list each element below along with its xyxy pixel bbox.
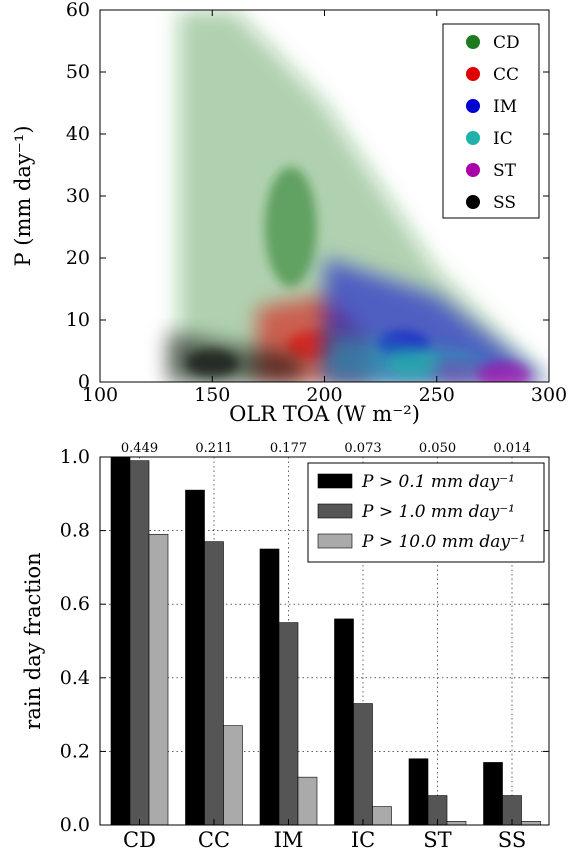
legend-label-im: IM bbox=[493, 97, 517, 117]
legend-label-st: ST bbox=[493, 161, 517, 181]
bar-ss-series-1 bbox=[483, 762, 503, 826]
bar-st-series-3 bbox=[446, 821, 467, 826]
bar-cc-series-3 bbox=[223, 725, 243, 826]
bar-legend: P > 0.1 mm day⁻¹ P > 1.0 mm day⁻¹ P > 10.0… bbox=[307, 462, 545, 563]
scatter-y-tick-label: 50 bbox=[66, 61, 90, 83]
legend-marker-st bbox=[466, 163, 480, 177]
bar-top-fraction-label: 0.014 bbox=[493, 441, 530, 456]
bar-legend-swatch-3 bbox=[317, 533, 353, 549]
bar-st-series-1 bbox=[408, 758, 429, 826]
scatter-y-tick-label: 30 bbox=[66, 185, 90, 207]
bar-top-fraction-label: 0.449 bbox=[121, 441, 158, 456]
bar-y-tick-label: 0.8 bbox=[60, 520, 90, 542]
scatter-y-tick-label: 40 bbox=[66, 123, 90, 145]
legend-marker-im bbox=[466, 99, 480, 113]
scatter-x-tick-label: 100 bbox=[82, 384, 118, 406]
scatter-legend: CD CC IM IC ST SS bbox=[442, 23, 540, 219]
bar-legend-label-1: P > 0.1 mm day⁻¹ bbox=[361, 472, 515, 492]
legend-label-cd: CD bbox=[493, 33, 520, 53]
bar-top-fraction-label: 0.177 bbox=[270, 441, 307, 456]
bar-legend-swatch-1 bbox=[317, 473, 353, 489]
bar-ic-series-3 bbox=[372, 806, 392, 826]
bar-category-label: IM bbox=[274, 828, 304, 852]
bar-cd-series-2 bbox=[129, 460, 150, 826]
density-cloud bbox=[167, 10, 549, 382]
legend-marker-cc bbox=[466, 67, 480, 81]
bar-top-fraction-label: 0.050 bbox=[419, 441, 456, 456]
legend-label-cc: CC bbox=[493, 65, 519, 85]
bar-y-tick-label: 1.0 bbox=[60, 446, 90, 468]
bar-category-label: CD bbox=[123, 828, 156, 852]
scatter-legend-box bbox=[442, 23, 540, 219]
bar-cc-series-1 bbox=[185, 489, 205, 826]
bar-top-fraction-label: 0.073 bbox=[344, 441, 381, 456]
bar-y-tick-label: 0.2 bbox=[60, 740, 90, 762]
legend-label-ss: SS bbox=[493, 193, 516, 213]
scatter-x-tick-label: 150 bbox=[194, 384, 230, 406]
legend-label-ic: IC bbox=[493, 129, 513, 149]
density-core-ic bbox=[388, 349, 441, 378]
bar-y-tick-label: 0.6 bbox=[60, 593, 90, 615]
legend-marker-ic bbox=[466, 131, 480, 145]
density-core-st bbox=[478, 361, 531, 382]
scatter-y-axis-label: P (mm day⁻¹) bbox=[11, 125, 35, 266]
bar-im-series-2 bbox=[278, 622, 299, 826]
scatter-x-tick-label: 250 bbox=[419, 384, 455, 406]
bar-cd-series-3 bbox=[148, 533, 169, 826]
legend-marker-cd bbox=[466, 35, 480, 49]
bar-y-axis-label: rain day fraction bbox=[21, 552, 45, 729]
bar-y-tick-label: 0.0 bbox=[60, 814, 90, 836]
bar-legend-label-3: P > 10.0 mm day⁻¹ bbox=[361, 532, 526, 552]
scatter-y-tick-label: 0 bbox=[78, 371, 90, 393]
scatter-y-tick-label: 10 bbox=[66, 309, 90, 331]
bar-plot-frame bbox=[99, 456, 550, 826]
scatter-panel: 100 150 200 250 300 0 10 20 30 40 50 60 OLR TOA (W … bbox=[11, 0, 567, 426]
density-region-cd bbox=[178, 10, 549, 382]
bar-top-fraction-label: 0.211 bbox=[195, 441, 232, 456]
bar-im-series-1 bbox=[259, 548, 280, 826]
density-core-ss bbox=[186, 349, 239, 378]
bar-category-label: ST bbox=[423, 828, 451, 852]
scatter-x-tick-label: 200 bbox=[306, 384, 342, 406]
bar-cc-series-2 bbox=[204, 541, 224, 826]
bar-category-label: SS bbox=[498, 828, 526, 852]
bar-legend-label-2: P > 1.0 mm day⁻¹ bbox=[361, 502, 515, 522]
bar-y-tick-label: 0.4 bbox=[60, 667, 90, 689]
bar-cd-series-1 bbox=[110, 456, 131, 826]
bar-category-label: CC bbox=[198, 828, 230, 852]
bar-ic-series-1 bbox=[334, 618, 354, 826]
bar-ic-series-2 bbox=[353, 703, 373, 826]
bar-category-label: IC bbox=[351, 828, 375, 852]
legend-marker-ss bbox=[466, 195, 480, 209]
bar-ss-series-3 bbox=[521, 821, 541, 826]
density-core-cd bbox=[264, 167, 317, 287]
scatter-y-tick-label: 60 bbox=[66, 0, 90, 21]
scatter-x-tick-label: 300 bbox=[531, 384, 567, 406]
scatter-y-tick-label: 20 bbox=[66, 247, 90, 269]
bar-im-series-3 bbox=[297, 776, 318, 826]
bar-legend-swatch-2 bbox=[317, 503, 353, 519]
bar-panel: 0.0 0.2 0.4 0.6 0.8 1.0 CD CC IM IC ST SS 0.449 0.21… bbox=[21, 441, 550, 852]
scatter-x-axis-label: OLR TOA (W m⁻²) bbox=[229, 402, 420, 426]
